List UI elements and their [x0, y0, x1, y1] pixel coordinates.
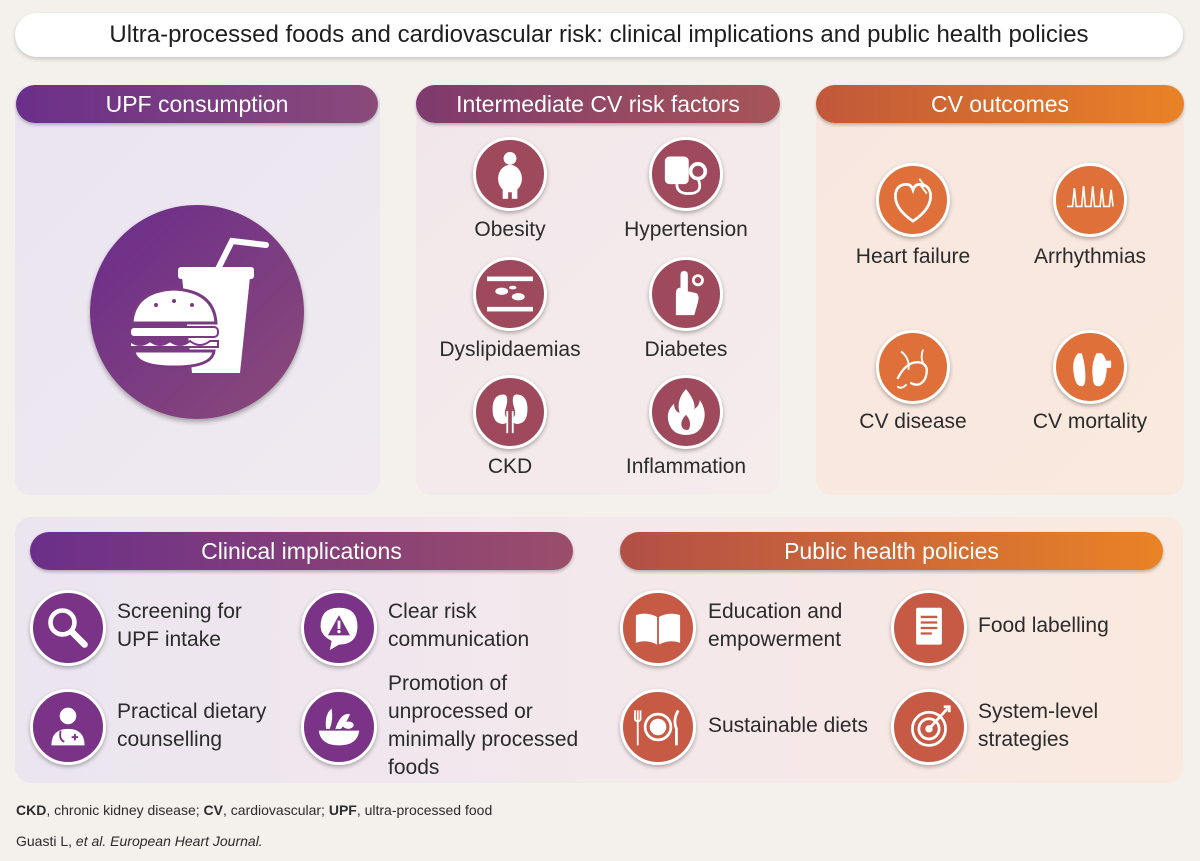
citation-journal: et al. European Heart Journal. — [75, 833, 263, 849]
clinical-item-screening-line2: UPF intake — [117, 628, 221, 651]
glucose-finger-test-icon — [649, 257, 723, 331]
doctor-icon — [30, 689, 106, 765]
risk-factors-panel — [416, 85, 780, 495]
clinical-item-communication-line1: Clear risk — [388, 600, 477, 623]
clinical-item-promotion-line1: Promotion of — [388, 672, 508, 695]
outcome-label-cv-disease: CV disease — [859, 410, 967, 433]
ecg-waveform-icon — [1053, 163, 1127, 237]
cv-outcomes-header: CV outcomes — [816, 85, 1184, 123]
abbr-term-cv: CV — [203, 802, 223, 818]
risk-label-obesity: Obesity — [474, 218, 546, 241]
clinical-implications-header: Clinical implications — [30, 532, 573, 570]
clinical-item-communication-line2: communication — [388, 628, 530, 651]
public-item-sustainable-diets-line1: Sustainable diets — [708, 714, 868, 737]
outcome-label-heart-failure: Heart failure — [855, 245, 971, 268]
outcome-label-cv-mortality: CV mortality — [1032, 410, 1148, 433]
clinical-item-promotion-line4: foods — [388, 756, 440, 779]
kidneys-icon — [473, 375, 547, 449]
abbr-def-cv: , cardiovascular; — [223, 802, 329, 818]
upf-consumption-header: UPF consumption — [16, 85, 378, 123]
risk-label-inflammation: Inflammation — [625, 455, 747, 478]
lipid-artery-icon — [473, 257, 547, 331]
fast-food-icon — [90, 205, 304, 419]
clinical-item-communication: Clear risk communication — [388, 598, 529, 654]
abbr-def-ckd: , chronic kidney disease; — [46, 802, 204, 818]
clinical-item-counselling-line1: Practical dietary — [117, 700, 267, 723]
risk-label-ckd: CKD — [487, 455, 533, 478]
public-item-system-strategies-line1: System-level — [978, 700, 1099, 723]
abbreviations-footnote: CKD, chronic kidney disease; CV, cardiov… — [16, 802, 492, 818]
public-item-sustainable-diets: Sustainable diets — [708, 712, 868, 740]
clinical-item-screening-line1: Screening for — [117, 600, 242, 623]
public-item-system-strategies-line2: strategies — [978, 728, 1070, 751]
cv-outcomes-panel — [816, 85, 1184, 495]
public-item-education: Education and empowerment — [708, 598, 842, 654]
clinical-item-counselling: Practical dietary counselling — [117, 698, 266, 754]
blood-pressure-monitor-icon — [649, 137, 723, 211]
vegetables-bowl-icon — [301, 689, 377, 765]
public-item-food-labelling: Food labelling — [978, 612, 1109, 640]
heart-icon — [876, 163, 950, 237]
open-book-icon — [620, 590, 696, 666]
flame-icon — [649, 375, 723, 449]
risk-label-dyslipidaemias: Dyslipidaemias — [439, 338, 581, 361]
clinical-item-counselling-line2: counselling — [117, 728, 223, 751]
clinical-item-screening: Screening for UPF intake — [117, 598, 242, 654]
clinical-item-promotion-line3: minimally processed — [388, 728, 579, 751]
public-item-education-line2: empowerment — [708, 628, 842, 651]
target-icon — [891, 689, 967, 765]
label-document-icon — [891, 590, 967, 666]
public-item-education-line1: Education and — [708, 600, 843, 623]
outcome-label-arrhythmias: Arrhythmias — [1033, 245, 1147, 268]
plate-cutlery-icon — [620, 689, 696, 765]
abbr-def-upf: , ultra-processed food — [356, 802, 493, 818]
public-health-policies-header: Public health policies — [620, 532, 1163, 570]
risk-factors-header: Intermediate CV risk factors — [416, 85, 780, 123]
risk-label-diabetes: Diabetes — [644, 338, 728, 361]
obesity-icon — [473, 137, 547, 211]
clinical-item-promotion: Promotion of unprocessed or minimally pr… — [388, 670, 578, 782]
abbr-term-ckd: CKD — [16, 802, 47, 818]
public-item-system-strategies: System-level strategies — [978, 698, 1098, 754]
citation-author: Guasti L, — [16, 833, 76, 849]
risk-label-hypertension: Hypertension — [624, 218, 748, 241]
vessels-icon — [876, 330, 950, 404]
feet-tag-icon — [1053, 330, 1127, 404]
clinical-item-promotion-line2: unprocessed or — [388, 700, 533, 723]
public-item-food-labelling-line1: Food labelling — [978, 614, 1109, 637]
magnifier-icon — [30, 590, 106, 666]
abbr-term-upf: UPF — [328, 802, 357, 818]
page-title: Ultra-processed foods and cardiovascular… — [15, 13, 1183, 57]
citation: Guasti L, et al. European Heart Journal. — [16, 833, 263, 849]
warning-bubble-icon — [301, 590, 377, 666]
